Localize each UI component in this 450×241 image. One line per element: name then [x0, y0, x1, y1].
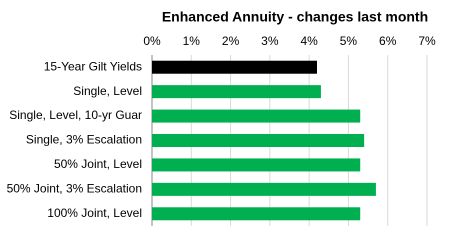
x-tick-label: 6%: [379, 34, 397, 48]
x-tick-label: 4%: [300, 34, 318, 48]
x-tick-label: 5%: [340, 34, 358, 48]
bar: [152, 134, 365, 147]
x-tick-label: 0%: [143, 34, 161, 48]
y-tick-label: 50% Joint, Level: [54, 157, 142, 171]
bar: [152, 207, 361, 221]
bar: [152, 158, 361, 172]
bar: [152, 85, 321, 99]
y-tick-label: 50% Joint, 3% Escalation: [7, 182, 142, 196]
x-tick-label: 3%: [261, 34, 279, 48]
y-tick-label: 15-Year Gilt Yields: [44, 59, 142, 73]
x-tick-label: 2%: [222, 34, 240, 48]
y-tick-label: Single, Level: [73, 84, 142, 98]
y-tick-label: Single, Level, 10-yr Guar: [9, 108, 142, 122]
y-tick-label: 100% Joint, Level: [47, 206, 142, 220]
x-tick-label: 7%: [418, 34, 436, 48]
bar: [152, 60, 317, 74]
chart-title: Enhanced Annuity - changes last month: [162, 9, 428, 25]
x-tick-label: 1%: [183, 34, 201, 48]
y-tick-label: Single, 3% Escalation: [26, 133, 142, 147]
bar: [152, 109, 361, 123]
bar: [152, 182, 376, 196]
